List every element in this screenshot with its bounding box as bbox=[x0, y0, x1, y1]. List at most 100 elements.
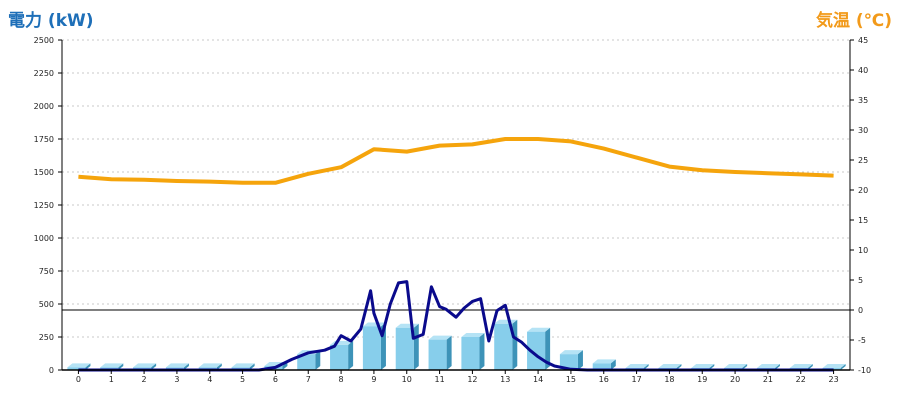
x-tick-label: 19 bbox=[697, 375, 707, 384]
x-tick-label: 18 bbox=[664, 375, 674, 384]
line-layer bbox=[62, 137, 850, 372]
x-tick-label: 12 bbox=[467, 375, 477, 384]
bar-top bbox=[592, 359, 616, 364]
temperature-line bbox=[78, 137, 834, 185]
left-tick-label: 750 bbox=[39, 267, 54, 276]
bar-top bbox=[231, 363, 255, 368]
x-tick-label: 8 bbox=[339, 375, 344, 384]
x-tick-label: 9 bbox=[371, 375, 376, 384]
bar-front bbox=[395, 327, 414, 370]
x-tick-label: 20 bbox=[730, 375, 740, 384]
right-tick-label: 45 bbox=[858, 36, 868, 45]
x-tick-label: 21 bbox=[763, 375, 773, 384]
bar-side bbox=[446, 335, 452, 370]
left-tick-label: 2500 bbox=[34, 36, 54, 45]
bar-front bbox=[559, 354, 578, 370]
x-tick-label: 1 bbox=[109, 375, 114, 384]
bar-10 bbox=[395, 323, 419, 370]
bar-11 bbox=[428, 335, 452, 370]
x-tick-label: 4 bbox=[207, 375, 212, 384]
bar-side bbox=[183, 363, 189, 370]
bar-layer bbox=[67, 319, 846, 370]
x-tick-label: 2 bbox=[142, 375, 147, 384]
x-tick-label: 23 bbox=[828, 375, 838, 384]
x-tick-label: 7 bbox=[306, 375, 311, 384]
bar-side bbox=[610, 359, 616, 370]
bar-front bbox=[461, 337, 480, 370]
bar-top bbox=[691, 364, 715, 369]
bar-side bbox=[545, 327, 551, 370]
left-tick-label: 2000 bbox=[34, 102, 54, 111]
bar-side bbox=[479, 333, 485, 370]
left-tick-label: 1250 bbox=[34, 201, 54, 210]
bar-12 bbox=[461, 333, 485, 370]
x-tick-label: 14 bbox=[533, 375, 543, 384]
bar-side bbox=[512, 319, 518, 370]
bar-side bbox=[249, 363, 255, 370]
bar-side bbox=[118, 363, 124, 370]
x-tick-label: 13 bbox=[500, 375, 510, 384]
bar-side bbox=[315, 350, 321, 370]
bar-front bbox=[592, 363, 611, 370]
left-tick-label: 2250 bbox=[34, 69, 54, 78]
x-tick-label: 22 bbox=[796, 375, 806, 384]
right-tick-label: -5 bbox=[858, 336, 866, 345]
bar-top bbox=[133, 363, 157, 368]
left-tick-label: 500 bbox=[39, 300, 54, 309]
right-tick-label: 25 bbox=[858, 156, 868, 165]
right-tick-label: 10 bbox=[858, 246, 868, 255]
bar-top bbox=[625, 364, 649, 369]
bar-front bbox=[330, 344, 349, 370]
bar-top bbox=[100, 363, 124, 368]
bar-top bbox=[756, 364, 780, 369]
right-tick-label: -10 bbox=[858, 366, 871, 375]
bar-side bbox=[348, 340, 354, 370]
right-tick-label: 30 bbox=[858, 126, 868, 135]
x-tick-label: 0 bbox=[76, 375, 81, 384]
bar-top bbox=[362, 322, 386, 327]
bar-top bbox=[822, 364, 846, 369]
right-tick-label: 5 bbox=[858, 276, 863, 285]
bar-15 bbox=[559, 350, 583, 370]
bar-side bbox=[413, 323, 419, 370]
bar-top bbox=[527, 327, 551, 332]
bar-side bbox=[577, 350, 583, 370]
left-tick-label: 0 bbox=[49, 366, 54, 375]
axis-layer: 02505007501000125015001750200022502500-1… bbox=[34, 36, 871, 384]
right-axis-label: 気温 (℃) bbox=[815, 11, 892, 31]
bar-13 bbox=[494, 319, 518, 370]
bar-front bbox=[428, 339, 447, 370]
x-tick-label: 17 bbox=[631, 375, 641, 384]
bar-14 bbox=[527, 327, 551, 370]
right-tick-label: 20 bbox=[858, 186, 868, 195]
bar-front bbox=[67, 367, 86, 370]
bar-front bbox=[494, 323, 513, 370]
x-tick-label: 15 bbox=[566, 375, 576, 384]
power-line bbox=[78, 280, 834, 372]
left-tick-label: 1750 bbox=[34, 135, 54, 144]
bar-top bbox=[165, 363, 189, 368]
bar-front bbox=[527, 331, 546, 370]
grid-layer bbox=[62, 39, 850, 338]
bar-top bbox=[67, 363, 91, 368]
bar-top bbox=[559, 350, 583, 355]
bar-front bbox=[297, 354, 316, 370]
left-axis-label: 電力 (kW) bbox=[8, 11, 94, 31]
right-tick-label: 15 bbox=[858, 216, 868, 225]
bar-front bbox=[362, 326, 381, 370]
left-tick-label: 1500 bbox=[34, 168, 54, 177]
x-tick-label: 6 bbox=[273, 375, 278, 384]
bar-side bbox=[840, 364, 846, 370]
bar-top bbox=[724, 364, 748, 369]
bar-top bbox=[658, 364, 682, 369]
bar-side bbox=[85, 363, 91, 370]
bar-side bbox=[216, 363, 222, 370]
x-tick-label: 11 bbox=[434, 375, 444, 384]
left-tick-label: 1000 bbox=[34, 234, 54, 243]
bar-16 bbox=[592, 359, 616, 370]
bar-top bbox=[789, 364, 813, 369]
bar-top bbox=[428, 335, 452, 340]
x-tick-label: 5 bbox=[240, 375, 245, 384]
